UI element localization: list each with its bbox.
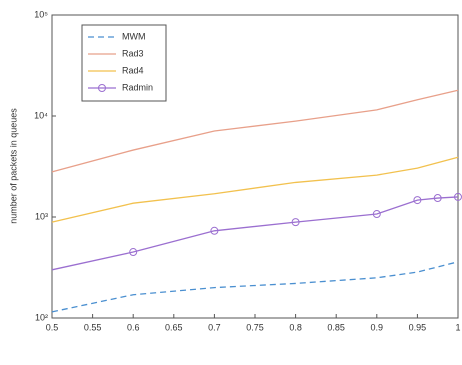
data-point bbox=[413, 196, 422, 205]
y-tick-label: 10³ bbox=[35, 211, 48, 221]
x-tick-label: 1 bbox=[455, 322, 460, 332]
data-point bbox=[291, 218, 300, 227]
y-tick-label: 10⁵ bbox=[34, 9, 48, 19]
x-tick-label: 0.6 bbox=[127, 322, 140, 332]
legend-label: Rad3 bbox=[122, 48, 144, 58]
x-tick-label: 0.8 bbox=[289, 322, 302, 332]
x-tick-label: 0.65 bbox=[165, 322, 183, 332]
x-tick-label: 0.75 bbox=[246, 322, 264, 332]
x-tick-label: 0.95 bbox=[409, 322, 427, 332]
data-point bbox=[210, 226, 219, 235]
data-point bbox=[372, 210, 381, 219]
x-tick-label: 0.55 bbox=[84, 322, 102, 332]
y-axis-label: number of packets in queues bbox=[8, 108, 18, 224]
series-line bbox=[51, 156, 459, 223]
x-tick-label: 0.7 bbox=[208, 322, 221, 332]
series-line bbox=[51, 261, 459, 313]
legend-marker bbox=[98, 84, 106, 92]
x-tick-label: 0.9 bbox=[371, 322, 384, 332]
x-tick-label: 0.85 bbox=[327, 322, 345, 332]
series-line bbox=[51, 89, 459, 173]
x-tick-label: 0.5 bbox=[46, 322, 59, 332]
legend-label: Rad4 bbox=[122, 65, 144, 75]
y-tick-label: 10⁴ bbox=[34, 110, 48, 120]
data-point bbox=[129, 248, 138, 257]
legend-label: Radmin bbox=[122, 82, 153, 92]
data-point bbox=[433, 194, 442, 203]
legend-label: MWM bbox=[122, 31, 146, 41]
y-tick-label: 10² bbox=[35, 312, 48, 322]
